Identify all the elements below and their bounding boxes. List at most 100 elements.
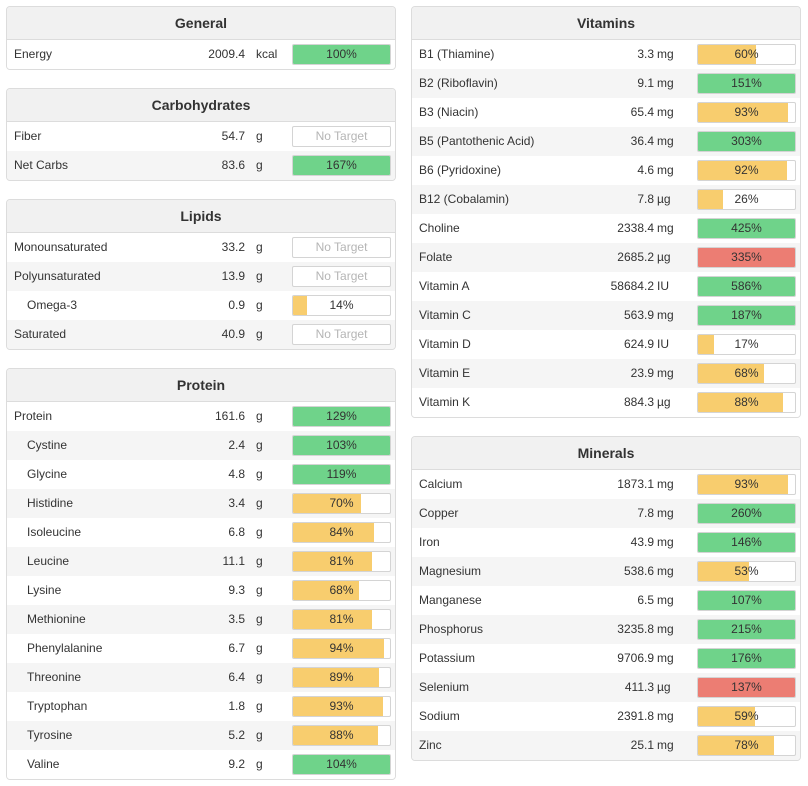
- nutrient-unit: mg: [657, 308, 674, 322]
- progress-label: 176%: [731, 651, 762, 665]
- progress-fill: [293, 465, 390, 484]
- nutrient-row-sodium[interactable]: Sodium 2391.8 mg 59%: [412, 702, 800, 731]
- nutrient-row-folate[interactable]: Folate 2685.2 µg 335%: [412, 243, 800, 272]
- nutrient-amount: 9.1: [637, 76, 654, 90]
- nutrient-row-leucine[interactable]: Leucine 11.1 g 81%: [7, 547, 395, 576]
- nutrient-row-selenium[interactable]: Selenium 411.3 µg 137%: [412, 673, 800, 702]
- nutrient-name: Valine: [27, 757, 60, 771]
- nutrient-row-manganese[interactable]: Manganese 6.5 mg 107%: [412, 586, 800, 615]
- nutrient-row-vitamin-c[interactable]: Vitamin C 563.9 mg 187%: [412, 301, 800, 330]
- nutrient-amount: 54.7: [221, 129, 245, 143]
- nutrient-name: Lysine: [27, 583, 62, 597]
- target-progress-bar: 187%: [697, 305, 796, 326]
- nutrient-row-b3-niacin[interactable]: B3 (Niacin) 65.4 mg 93%: [412, 98, 800, 127]
- nutrient-row-glycine[interactable]: Glycine 4.8 g 119%: [7, 460, 395, 489]
- nutrient-name: Tyrosine: [27, 728, 73, 742]
- nutrient-amount: 6.5: [637, 593, 654, 607]
- nutrient-row-vitamin-k[interactable]: Vitamin K 884.3 µg 88%: [412, 388, 800, 417]
- nutrient-row-threonine[interactable]: Threonine 6.4 g 89%: [7, 663, 395, 692]
- nutrient-name: Iron: [419, 535, 440, 549]
- nutrient-row-b1-thiamine[interactable]: B1 (Thiamine) 3.3 mg 60%: [412, 40, 800, 69]
- target-progress-bar: 137%: [697, 677, 796, 698]
- nutrient-row-potassium[interactable]: Potassium 9706.9 mg 176%: [412, 644, 800, 673]
- nutrient-row-vitamin-a[interactable]: Vitamin A 58684.2 IU 586%: [412, 272, 800, 301]
- progress-fill: [698, 620, 795, 639]
- nutrient-row-isoleucine[interactable]: Isoleucine 6.8 g 84%: [7, 518, 395, 547]
- nutrient-row-lysine[interactable]: Lysine 9.3 g 68%: [7, 576, 395, 605]
- nutrient-row-zinc[interactable]: Zinc 25.1 mg 78%: [412, 731, 800, 760]
- progress-fill: [698, 335, 715, 354]
- nutrient-unit: g: [256, 298, 263, 312]
- progress-label: 103%: [326, 438, 357, 452]
- progress-fill: [698, 393, 784, 412]
- progress-fill: [698, 161, 788, 180]
- nutrient-row-vitamin-d[interactable]: Vitamin D 624.9 IU 17%: [412, 330, 800, 359]
- nutrient-name: Selenium: [419, 680, 470, 694]
- nutrient-row-tryptophan[interactable]: Tryptophan 1.8 g 93%: [7, 692, 395, 721]
- nutrient-amount: 9.3: [228, 583, 245, 597]
- nutrient-amount: 65.4: [630, 105, 654, 119]
- nutrient-row-vitamin-e[interactable]: Vitamin E 23.9 mg 68%: [412, 359, 800, 388]
- progress-label: No Target: [315, 269, 368, 283]
- nutrient-row-tyrosine[interactable]: Tyrosine 5.2 g 88%: [7, 721, 395, 750]
- nutrient-amount: 23.9: [630, 366, 654, 380]
- target-progress-bar: 107%: [697, 590, 796, 611]
- progress-fill: [698, 306, 795, 325]
- nutrient-row-b5-pantothenic-acid[interactable]: B5 (Pantothenic Acid) 36.4 mg 303%: [412, 127, 800, 156]
- nutrient-unit: mg: [657, 105, 674, 119]
- progress-label: 107%: [731, 593, 762, 607]
- target-progress-bar: 78%: [697, 735, 796, 756]
- nutrient-name: Methionine: [27, 612, 86, 626]
- target-progress-bar: 17%: [697, 334, 796, 355]
- nutrient-name: Folate: [419, 250, 453, 264]
- target-progress-bar: 425%: [697, 218, 796, 239]
- nutrient-row-iron[interactable]: Iron 43.9 mg 146%: [412, 528, 800, 557]
- target-progress-bar: 215%: [697, 619, 796, 640]
- progress-label: 104%: [326, 757, 357, 771]
- nutrient-row-phosphorus[interactable]: Phosphorus 3235.8 mg 215%: [412, 615, 800, 644]
- target-progress-bar: 88%: [697, 392, 796, 413]
- nutrient-row-b6-pyridoxine[interactable]: B6 (Pyridoxine) 4.6 mg 92%: [412, 156, 800, 185]
- nutrient-row-net-carbs[interactable]: Net Carbs 83.6 g 167%: [7, 151, 395, 180]
- progress-label: 88%: [329, 728, 354, 742]
- nutrient-row-valine[interactable]: Valine 9.2 g 104%: [7, 750, 395, 779]
- nutrient-row-methionine[interactable]: Methionine 3.5 g 81%: [7, 605, 395, 634]
- nutrient-row-copper[interactable]: Copper 7.8 mg 260%: [412, 499, 800, 528]
- progress-label: 119%: [326, 467, 357, 481]
- nutrient-row-omega-3[interactable]: Omega-3 0.9 g 14%: [7, 291, 395, 320]
- nutrient-amount: 36.4: [630, 134, 654, 148]
- nutrient-name: B3 (Niacin): [419, 105, 479, 119]
- nutrient-row-b12-cobalamin[interactable]: B12 (Cobalamin) 7.8 µg 26%: [412, 185, 800, 214]
- nutrient-row-phenylalanine[interactable]: Phenylalanine 6.7 g 94%: [7, 634, 395, 663]
- nutrient-amount: 11.1: [222, 554, 245, 568]
- target-progress-bar: 14%: [292, 295, 391, 316]
- nutrient-row-histidine[interactable]: Histidine 3.4 g 70%: [7, 489, 395, 518]
- nutrient-row-energy[interactable]: Energy 2009.4 kcal 100%: [7, 40, 395, 69]
- nutrient-unit: mg: [657, 622, 674, 636]
- nutrient-name: B12 (Cobalamin): [419, 192, 510, 206]
- nutrient-name: B5 (Pantothenic Acid): [419, 134, 535, 148]
- nutrient-amount: 538.6: [623, 564, 654, 578]
- progress-label: No Target: [315, 327, 368, 341]
- nutrient-amount: 624.9: [623, 337, 654, 351]
- nutrient-row-magnesium[interactable]: Magnesium 538.6 mg 53%: [412, 557, 800, 586]
- nutrient-unit: g: [256, 129, 263, 143]
- progress-label: 93%: [734, 105, 759, 119]
- target-progress-bar: 260%: [697, 503, 796, 524]
- target-progress-bar: 93%: [697, 474, 796, 495]
- nutrient-row-cystine[interactable]: Cystine 2.4 g 103%: [7, 431, 395, 460]
- nutrient-row-choline[interactable]: Choline 2338.4 mg 425%: [412, 214, 800, 243]
- nutrient-row-saturated[interactable]: Saturated 40.9 g No Target: [7, 320, 395, 349]
- nutrient-row-monounsaturated[interactable]: Monounsaturated 33.2 g No Target: [7, 233, 395, 262]
- nutrient-row-fiber[interactable]: Fiber 54.7 g No Target: [7, 122, 395, 151]
- nutrient-name: Vitamin K: [419, 395, 471, 409]
- nutrient-row-b2-riboflavin[interactable]: B2 (Riboflavin) 9.1 mg 151%: [412, 69, 800, 98]
- nutrient-row-calcium[interactable]: Calcium 1873.1 mg 93%: [412, 470, 800, 499]
- nutrient-name: Phosphorus: [419, 622, 484, 636]
- target-progress-bar: 167%: [292, 155, 391, 176]
- nutrient-row-protein[interactable]: Protein 161.6 g 129%: [7, 402, 395, 431]
- nutrient-row-polyunsaturated[interactable]: Polyunsaturated 13.9 g No Target: [7, 262, 395, 291]
- progress-label: 425%: [731, 221, 762, 235]
- nutrient-unit: mg: [657, 506, 674, 520]
- nutrient-amount: 3235.8: [617, 622, 654, 636]
